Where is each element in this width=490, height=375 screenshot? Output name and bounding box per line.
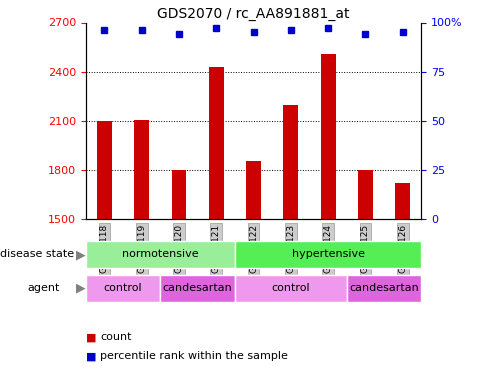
Bar: [86, 274, 160, 302]
Text: candesartan: candesartan: [349, 283, 419, 293]
Bar: [97, 121, 112, 219]
Bar: [172, 170, 186, 219]
Bar: [235, 274, 347, 302]
Text: hypertensive: hypertensive: [292, 249, 365, 259]
Bar: [86, 241, 235, 268]
Bar: [235, 241, 421, 268]
Bar: [320, 54, 336, 219]
Bar: [209, 67, 224, 219]
Bar: [347, 274, 421, 302]
Title: GDS2070 / rc_AA891881_at: GDS2070 / rc_AA891881_at: [157, 8, 350, 21]
Text: control: control: [104, 283, 143, 293]
Bar: [160, 274, 235, 302]
Text: count: count: [100, 333, 132, 342]
Text: percentile rank within the sample: percentile rank within the sample: [100, 351, 288, 361]
Text: control: control: [271, 283, 310, 293]
Bar: [283, 105, 298, 219]
Text: candesartan: candesartan: [163, 283, 233, 293]
Bar: [358, 170, 373, 219]
Text: normotensive: normotensive: [122, 249, 198, 259]
Bar: [246, 161, 261, 219]
Text: ▶: ▶: [76, 282, 86, 295]
Text: ■: ■: [86, 351, 96, 361]
Bar: [134, 120, 149, 219]
Text: ▶: ▶: [76, 248, 86, 261]
Bar: [395, 183, 410, 219]
Text: ■: ■: [86, 333, 96, 342]
Text: agent: agent: [27, 283, 59, 293]
Text: disease state: disease state: [0, 249, 74, 259]
